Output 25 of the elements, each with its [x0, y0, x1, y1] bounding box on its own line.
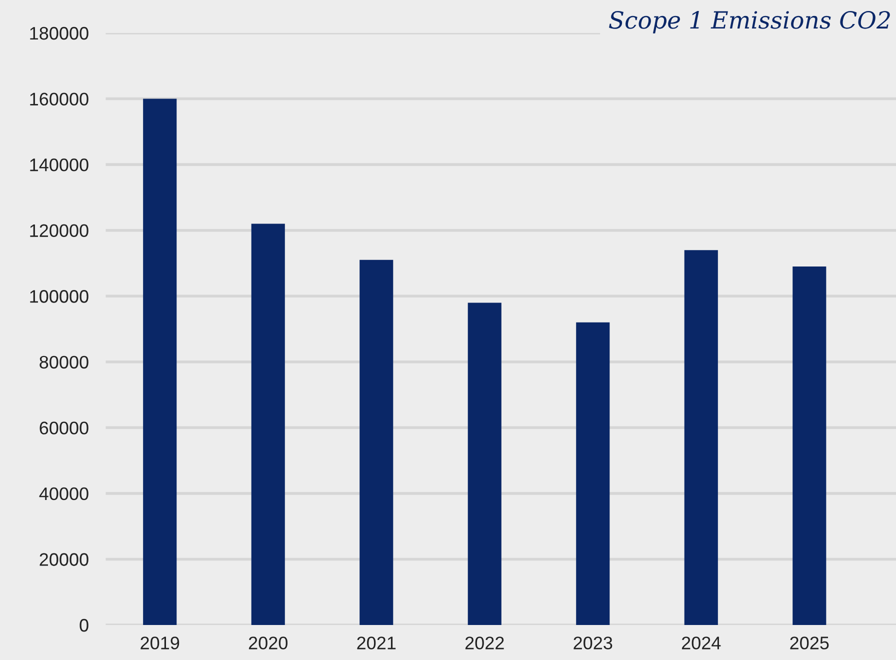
- x-tick-label: 2022: [465, 636, 504, 650]
- x-tick-label: 2023: [574, 636, 612, 650]
- y-tick-label: 0: [80, 618, 88, 632]
- y-tick-label: 120000: [30, 224, 88, 238]
- x-tick-label: 2019: [140, 636, 180, 650]
- y-tick-label: 160000: [30, 92, 88, 106]
- y-tick-label: 60000: [40, 422, 88, 434]
- bar: [684, 250, 718, 625]
- x-tick-label: 2025: [790, 636, 829, 650]
- chart-title: Scope 1 Emissions CO2: [609, 10, 890, 34]
- bar: [468, 302, 502, 625]
- bar: [792, 266, 826, 625]
- y-tick-label: 100000: [30, 290, 88, 303]
- y-tick-label: 140000: [30, 158, 88, 172]
- bar: [360, 260, 394, 625]
- y-tick-label: 20000: [40, 553, 88, 566]
- y-tick-label: 180000: [30, 26, 88, 40]
- bar: [143, 98, 177, 625]
- x-tick-label: 2021: [357, 636, 396, 650]
- bar: [251, 224, 285, 625]
- y-tick-label: 80000: [40, 356, 88, 369]
- bar: [576, 322, 610, 625]
- x-tick-label: 2020: [248, 636, 288, 650]
- y-tick-label: 40000: [39, 487, 88, 500]
- x-tick-label: 2024: [682, 636, 721, 650]
